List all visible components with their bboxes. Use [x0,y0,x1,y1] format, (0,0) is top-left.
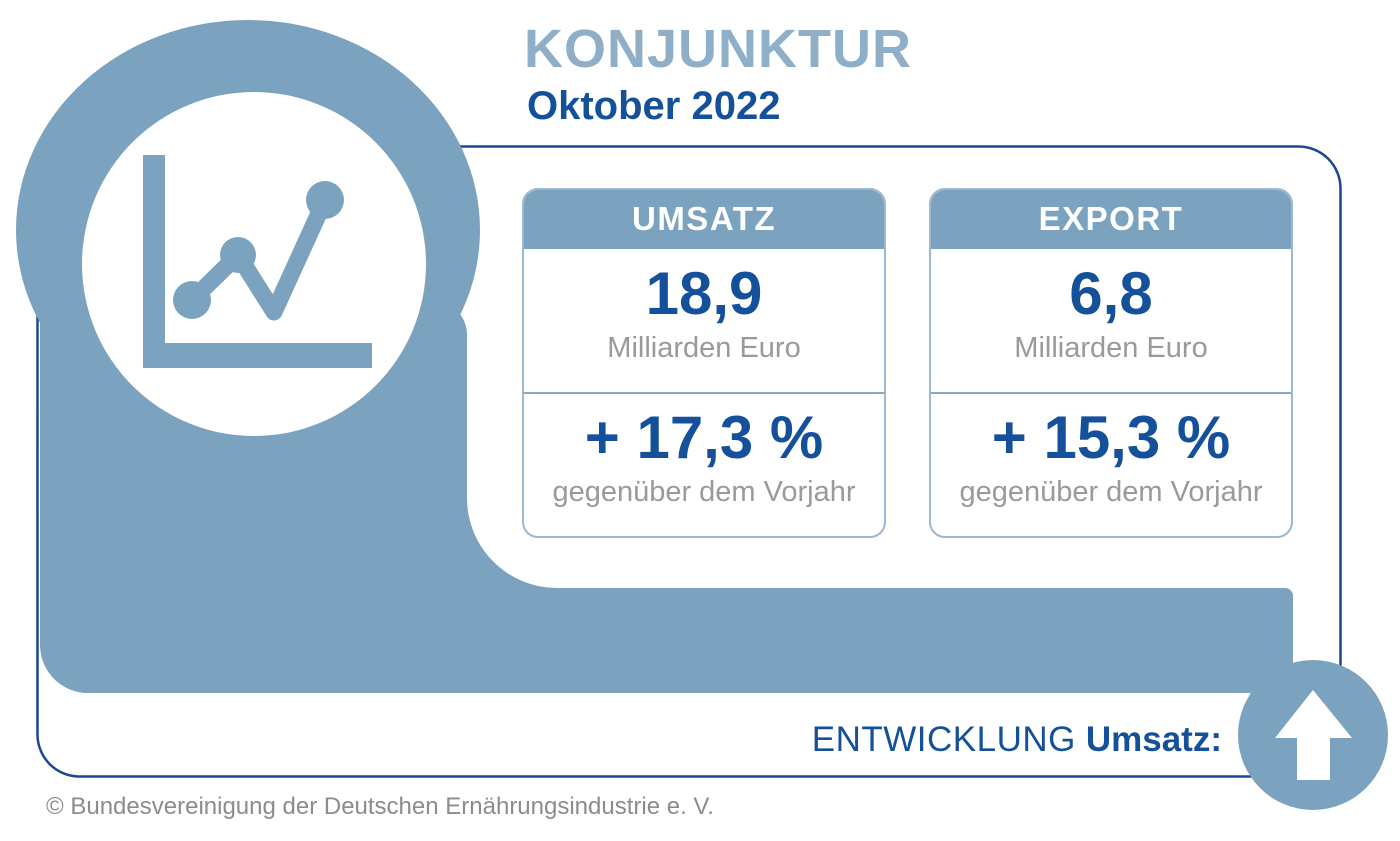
card-header-umsatz: UMSATZ [524,190,884,249]
development-metric: Umsatz: [1085,720,1222,759]
card-value: 6,8 [1069,259,1153,327]
page-title: KONJUNKTUR [524,19,912,79]
chart-line-icon [183,191,334,321]
card-change: + 15,3 % [991,404,1231,472]
chart-point-dot [306,181,344,219]
stat-card-export: EXPORT 6,8 Milliarden Euro + 15,3 % gege… [929,188,1293,538]
card-value-section: 6,8 Milliarden Euro [931,249,1291,394]
chart-point-dot [220,237,256,273]
arrow-up-icon [1275,690,1352,780]
development-caption: ENTWICKLUNG Umsatz: [811,720,1222,760]
card-value: 18,9 [645,259,763,327]
card-value-section: 18,9 Milliarden Euro [524,249,884,394]
stat-card-umsatz: UMSATZ 18,9 Milliarden Euro + 17,3 % geg… [522,188,886,538]
copyright-note: © Bundesvereinigung der Deutschen Ernähr… [46,793,714,820]
development-label: ENTWICKLUNG [811,720,1076,759]
frame-border [36,145,1342,778]
card-change: + 17,3 % [584,404,824,472]
page-subtitle: Oktober 2022 [527,84,781,128]
card-change-note: gegenüber dem Vorjahr [959,476,1263,509]
chart-point-dot [173,281,211,319]
card-change-section: + 15,3 % gegenüber dem Vorjahr [931,394,1291,537]
card-unit: Milliarden Euro [1014,331,1208,364]
logo-circle-inner [82,92,426,436]
card-unit: Milliarden Euro [607,331,801,364]
card-change-section: + 17,3 % gegenüber dem Vorjahr [524,394,884,537]
chart-axes-icon [143,155,372,368]
card-header-export: EXPORT [931,190,1291,249]
card-change-note: gegenüber dem Vorjahr [552,476,856,509]
